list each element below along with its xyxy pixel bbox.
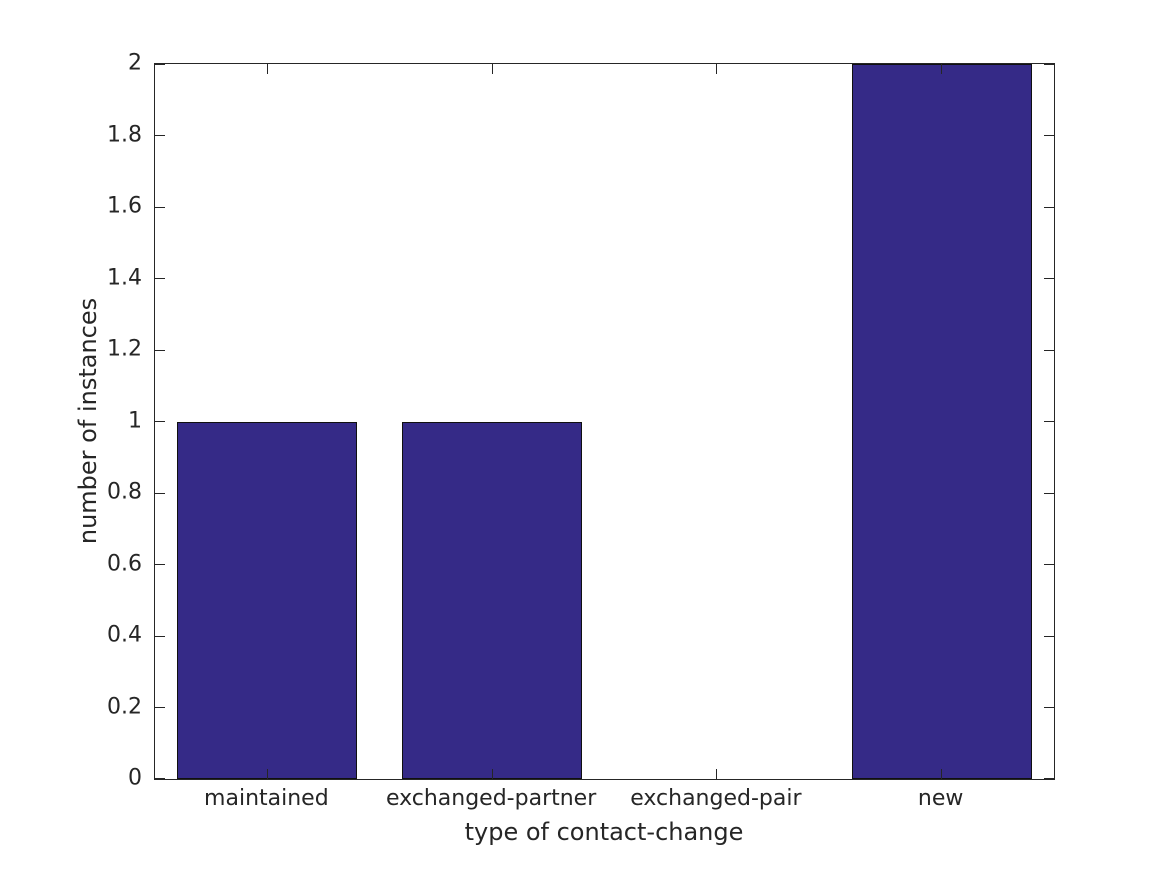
x-category-label-exchanged-pair: exchanged-pair [630,786,802,811]
y-tick-label: 0.2 [107,694,142,719]
y-tick-left [155,421,165,422]
x-tick-bottom [941,769,943,779]
y-tick-label: 1.8 [107,122,142,147]
y-tick-right [1044,206,1054,208]
y-tick-left [155,707,165,708]
y-tick-label: 1 [128,408,142,433]
x-tick-top [716,64,718,74]
x-tick-top [941,64,943,74]
y-tick-right [1044,64,1054,65]
y-tick-right [1044,349,1054,351]
x-category-label-maintained: maintained [204,786,329,811]
y-tick-label: 0.8 [107,479,142,505]
x-axis-label: type of contact-change [464,818,744,846]
y-tick-right [1044,278,1054,279]
y-tick-right [1044,421,1054,422]
y-tick-label: 1.6 [107,193,142,219]
y-tick-label: 0.6 [107,551,142,576]
y-tick-left [155,349,165,351]
y-tick-right [1044,635,1054,637]
y-tick-label: 1.4 [107,265,142,290]
x-tick-bottom [266,769,268,779]
plot-area [154,63,1055,780]
y-tick-left [155,564,165,565]
x-tick-bottom [716,769,718,779]
bar-new [851,64,1032,779]
y-tick-label: 1.2 [107,336,142,362]
y-tick-left [155,135,165,136]
y-tick-left [155,206,165,208]
y-tick-left [155,278,165,279]
y-tick-label: 0 [128,765,142,791]
y-tick-right [1044,707,1054,708]
y-tick-right [1044,778,1054,779]
x-category-label-exchanged-partner: exchanged-partner [385,786,597,811]
y-tick-label: 0.4 [107,622,142,648]
y-tick-left [155,64,165,65]
x-tick-bottom [491,769,493,779]
y-tick-left [155,778,165,779]
y-tick-right [1044,564,1054,565]
y-tick-label: 2 [128,50,142,76]
bar-exchanged-partner [402,421,583,779]
x-category-label-new: new [917,786,964,811]
y-tick-right [1044,492,1054,494]
x-tick-top [266,64,268,74]
y-tick-left [155,492,165,494]
x-tick-top [491,64,493,74]
y-tick-left [155,635,165,637]
bar-maintained [177,421,358,779]
y-tick-right [1044,135,1054,136]
